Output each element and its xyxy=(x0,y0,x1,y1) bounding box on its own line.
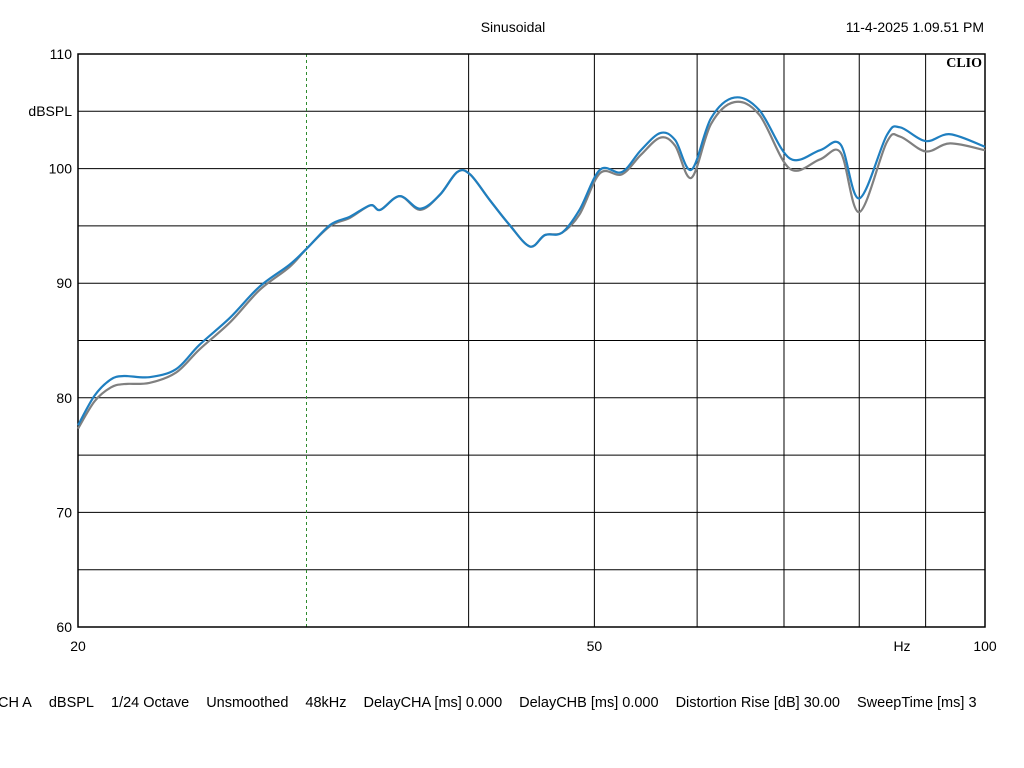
y-tick-label: 90 xyxy=(56,275,72,291)
status-item: 48kHz xyxy=(305,695,347,711)
x-tick-label: 50 xyxy=(587,638,603,654)
brand: CLIO xyxy=(946,56,982,71)
y-axis-label: dBSPL xyxy=(28,103,72,119)
status-item: Distortion Rise [dB] 30.00 xyxy=(675,695,840,711)
response-curve xyxy=(77,100,986,430)
status-item: DelayCHA [ms] 0.000 xyxy=(363,695,503,711)
y-tick-label: 70 xyxy=(56,504,72,520)
status-item: DelayCHB [ms] 0.000 xyxy=(519,695,659,711)
status-item: SweepTime [ms] 3 xyxy=(856,695,977,711)
timestamp: 11-4-2025 1.09.51 PM xyxy=(846,19,984,35)
status-item: 1/24 Octave xyxy=(111,695,190,711)
response-curve xyxy=(77,96,986,426)
chart: Sinusoidal 11-4-2025 1.09.51 PM dBSPL Hz… xyxy=(28,19,997,654)
y-tick-label: 110 xyxy=(50,46,73,62)
y-tick-label: 60 xyxy=(56,619,72,635)
status-item: Unsmoothed xyxy=(206,695,289,711)
x-axis-label: Hz xyxy=(893,638,910,654)
x-tick-label: 20 xyxy=(70,638,86,654)
chart-title: Sinusoidal xyxy=(481,19,546,35)
status-bar: CH A dBSPL 1/24 Octave Unsmoothed 48kHz Delay… xyxy=(0,695,1024,711)
y-tick-label: 100 xyxy=(49,161,73,177)
status-item: dBSPL xyxy=(48,695,94,711)
x-tick-label: 100 xyxy=(973,638,997,654)
plot-border xyxy=(77,53,986,628)
y-tick-label: 80 xyxy=(56,390,72,406)
status-item: CH A xyxy=(0,695,32,711)
